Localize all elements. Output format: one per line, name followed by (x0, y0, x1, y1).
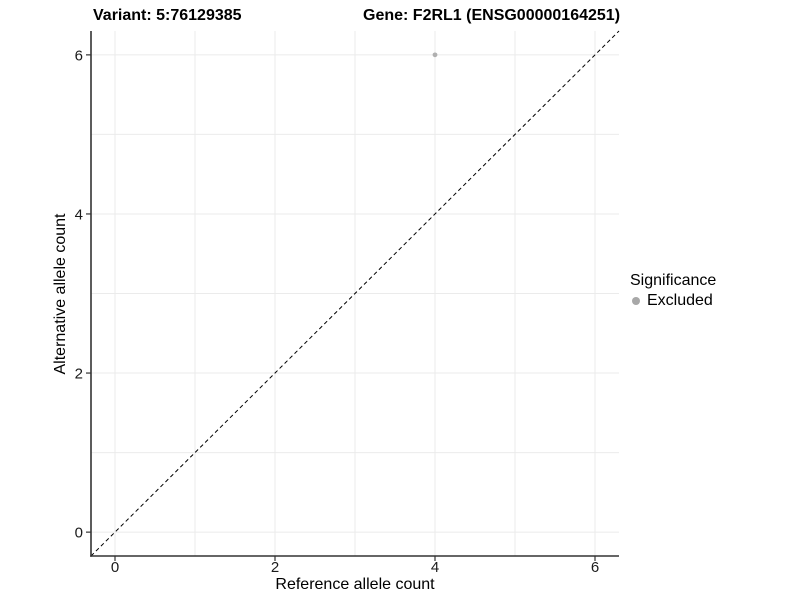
y-tick-label: 6 (75, 47, 83, 64)
x-tick-label: 0 (111, 559, 119, 576)
legend-entry-excluded: Excluded (630, 291, 798, 310)
x-tick-label: 2 (271, 559, 279, 576)
gene-title: Gene: F2RL1 (ENSG00000164251) (363, 7, 621, 24)
x-tick-label: 6 (591, 559, 599, 576)
y-axis-title: Alternative allele count (52, 213, 69, 375)
x-axis-title: Reference allele count (275, 576, 435, 593)
y-tick-label: 2 (75, 366, 83, 383)
data-point (432, 52, 438, 58)
legend-title: Significance (630, 272, 717, 289)
identity-line (90, 30, 620, 557)
legend-entry-label: Excluded (647, 291, 713, 309)
x-tick-label: 4 (431, 559, 439, 576)
y-tick-label: 0 (75, 525, 83, 542)
legend: Significance Excluded (630, 271, 798, 310)
y-tick-label: 4 (75, 206, 83, 223)
excluded-point-icon (632, 296, 640, 305)
variant-title: Variant: 5:76129385 (93, 7, 242, 24)
